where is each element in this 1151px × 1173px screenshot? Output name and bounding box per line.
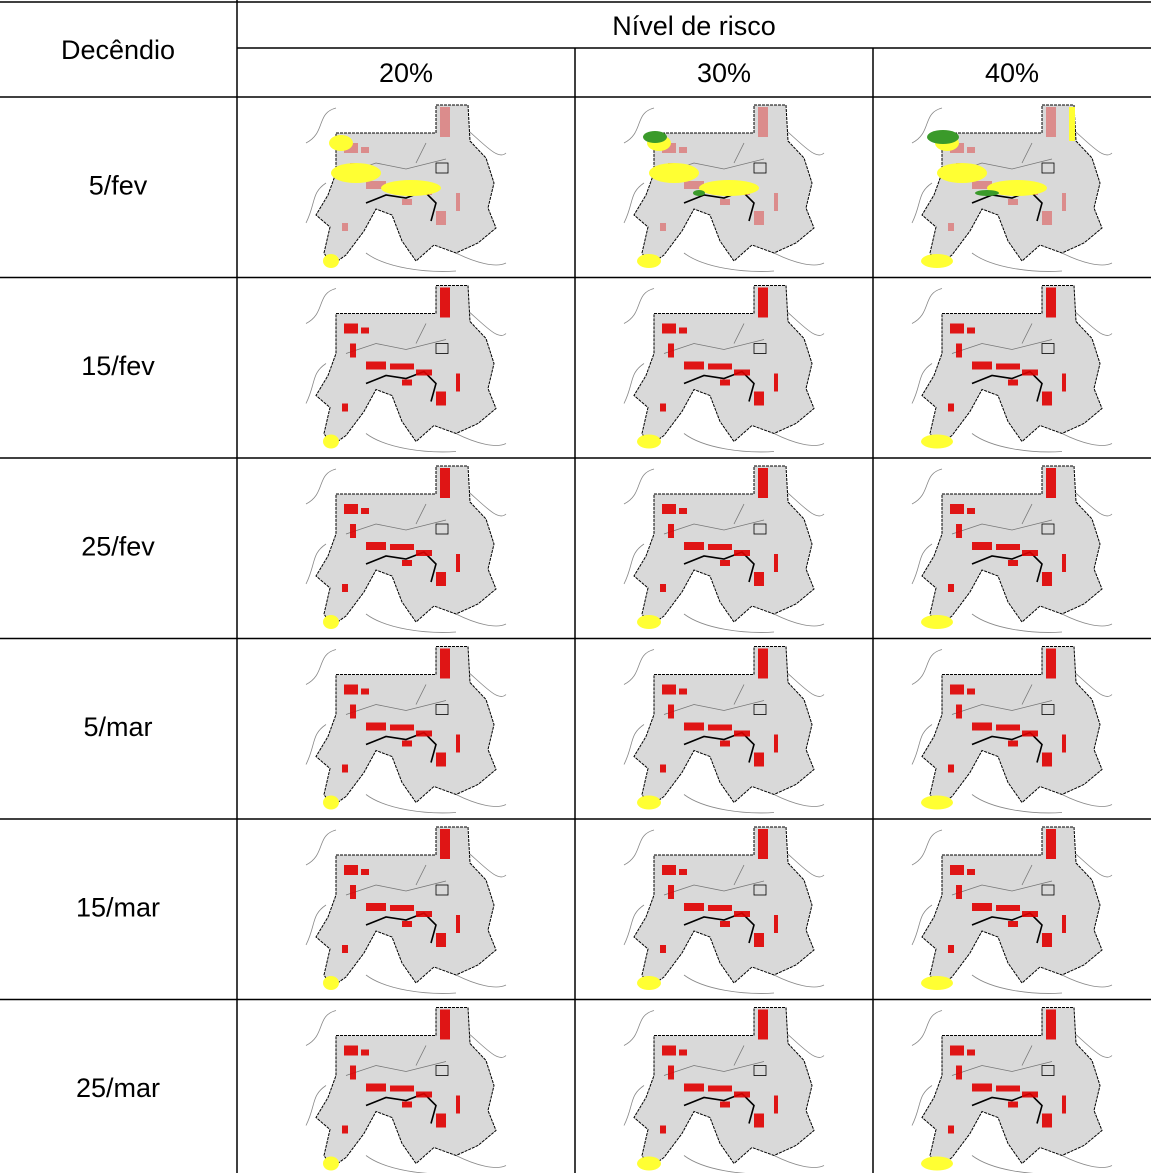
map-yellow bbox=[937, 163, 987, 183]
level-header: 40% bbox=[985, 58, 1039, 88]
map-green bbox=[975, 190, 999, 196]
map-yellow bbox=[329, 135, 353, 151]
map-yellow bbox=[637, 615, 661, 629]
map bbox=[911, 826, 1113, 995]
map bbox=[623, 465, 825, 634]
map-yellow bbox=[323, 1156, 339, 1171]
map-yellow bbox=[987, 180, 1047, 196]
map-yellow bbox=[381, 180, 441, 196]
map bbox=[911, 284, 1113, 453]
map-yellow bbox=[921, 976, 953, 990]
map bbox=[623, 104, 825, 273]
map-yellow bbox=[921, 615, 953, 629]
map-yellow bbox=[323, 615, 339, 629]
map-yellow bbox=[331, 163, 381, 183]
map bbox=[623, 284, 825, 453]
map-yellow bbox=[323, 795, 339, 810]
map bbox=[911, 1006, 1113, 1173]
level-header: 30% bbox=[697, 58, 751, 88]
row-label: 5/fev bbox=[89, 170, 148, 200]
level-header: 20% bbox=[379, 58, 433, 88]
map-yellow bbox=[921, 795, 953, 810]
map-yellow bbox=[699, 180, 759, 196]
map-yellow bbox=[649, 163, 699, 183]
map-green bbox=[693, 190, 705, 196]
map bbox=[911, 104, 1113, 273]
row-label: 25/mar bbox=[76, 1073, 160, 1103]
row-label: 25/fev bbox=[81, 531, 155, 561]
map-yellow bbox=[921, 254, 953, 268]
map-yellow bbox=[323, 434, 339, 449]
map bbox=[305, 465, 507, 634]
map-yellow bbox=[637, 976, 661, 990]
map bbox=[911, 645, 1113, 814]
row-label: 15/fev bbox=[81, 351, 155, 381]
map-yellow bbox=[323, 254, 339, 268]
map-yellow bbox=[323, 976, 339, 990]
map bbox=[305, 104, 507, 273]
map bbox=[305, 284, 507, 453]
map-yellow bbox=[637, 254, 661, 268]
map-yellow bbox=[637, 434, 661, 449]
row-label: 5/mar bbox=[83, 712, 152, 742]
map bbox=[305, 645, 507, 814]
map bbox=[623, 645, 825, 814]
map-green bbox=[643, 131, 667, 143]
map bbox=[623, 826, 825, 995]
map-yellow bbox=[637, 795, 661, 810]
map-yellow bbox=[921, 434, 953, 449]
row-label: 15/mar bbox=[76, 892, 160, 922]
map bbox=[911, 465, 1113, 634]
map-yellow bbox=[1069, 107, 1075, 141]
map-yellow bbox=[921, 1156, 953, 1171]
map bbox=[305, 826, 507, 995]
group-header: Nível de risco bbox=[612, 11, 776, 41]
map-green bbox=[927, 130, 959, 144]
row-header: Decêndio bbox=[61, 35, 175, 65]
map bbox=[305, 1006, 507, 1173]
map bbox=[623, 1006, 825, 1173]
map-yellow bbox=[637, 1156, 661, 1171]
